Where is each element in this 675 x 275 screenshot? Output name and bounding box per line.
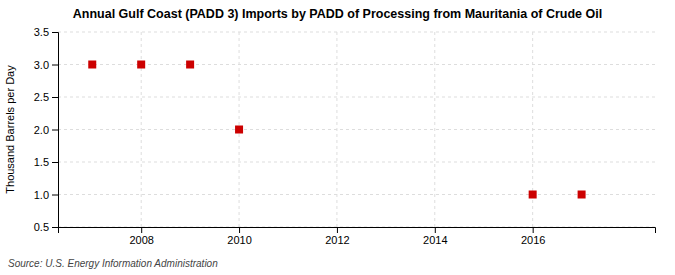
tick-label: 2014	[423, 234, 447, 246]
y-axis: 0.5 1.0 1.5 2.0 2.5 3.0 3.5	[34, 26, 59, 233]
point	[235, 126, 243, 134]
y-axis-title: Thousand Barrels per Day	[4, 65, 16, 194]
points	[88, 61, 585, 199]
tick-mark	[52, 65, 58, 66]
tick-label: 2012	[325, 234, 349, 246]
tick-label: 2010	[227, 234, 251, 246]
tick-label: 2008	[129, 234, 153, 246]
grid	[58, 32, 655, 227]
point	[137, 61, 145, 69]
tick-mark	[52, 227, 58, 228]
tick: 2012	[325, 227, 349, 246]
tick-mark	[52, 32, 58, 33]
point	[529, 191, 537, 199]
grid-line-y	[58, 97, 655, 98]
axis-line	[59, 228, 656, 234]
tick-mark	[141, 227, 142, 233]
tick: 2008	[129, 227, 153, 246]
x-axis: 2008 2010 2012 2014 2016	[59, 227, 656, 246]
plot-area: 2008 2010 2012 2014 2016 0.5 1.0 1.5 2.0 2.5 3.0 3.…	[34, 26, 656, 246]
tick-mark	[52, 162, 58, 163]
tick: 2010	[227, 227, 251, 246]
title: Annual Gulf Coast (PADD 3) Imports by PA…	[73, 7, 602, 21]
grid-line-y	[58, 162, 655, 163]
point	[186, 61, 194, 69]
tick-label: 2.5	[34, 91, 49, 103]
tick-label: 1.0	[34, 189, 49, 201]
grid-line-y	[58, 64, 655, 65]
grid-line-y	[58, 194, 655, 195]
grid-line-y	[58, 32, 655, 33]
grid-line-y	[58, 129, 655, 130]
tick-mark	[337, 227, 338, 233]
tick-label: 3.5	[34, 26, 49, 38]
tick-label: 3.0	[34, 59, 49, 71]
axis-line	[52, 33, 59, 228]
point	[578, 191, 586, 199]
tick: 3.0	[34, 59, 58, 71]
tick-mark	[435, 227, 436, 233]
tick: 2014	[423, 227, 447, 246]
tick-label: 1.5	[34, 156, 49, 168]
grid-line-x	[434, 32, 435, 227]
point	[88, 61, 96, 69]
tick: 2.0	[34, 124, 58, 136]
tick: 2016	[521, 227, 545, 246]
tick-label: 0.5	[34, 221, 49, 233]
tick-label: 2016	[521, 234, 545, 246]
source-note: Source: U.S. Energy Information Administ…	[8, 258, 218, 269]
tick-mark	[52, 195, 58, 196]
tick-mark	[52, 97, 58, 98]
tick: 3.5	[34, 26, 58, 38]
tick: 2.5	[34, 91, 58, 103]
tick-mark	[52, 130, 58, 131]
tick: 0.5	[34, 221, 58, 233]
chart: 2008 2010 2012 2014 2016 0.5 1.0 1.5 2.0 2.5 3.0 3.…	[0, 0, 675, 275]
tick: 1.0	[34, 189, 58, 201]
tick-mark	[239, 227, 240, 233]
tick-mark	[533, 227, 534, 233]
tick: 1.5	[34, 156, 58, 168]
tick-label: 2.0	[34, 124, 49, 136]
